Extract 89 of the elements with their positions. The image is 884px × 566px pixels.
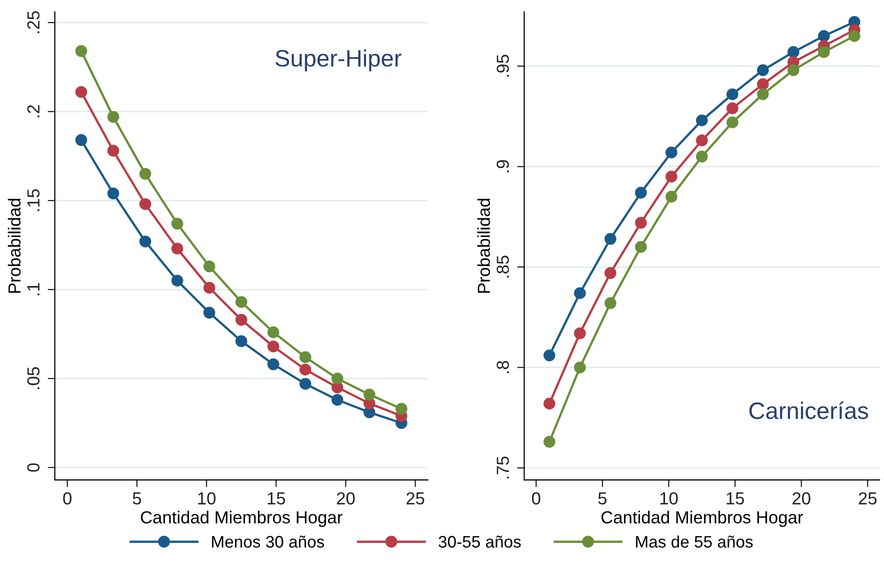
y-axis-title: Probabilidad [8,198,21,293]
point [726,116,738,128]
point [818,46,830,58]
point [75,45,88,57]
y-tick-label: .95 [496,54,509,77]
legend-label: Mas de 55 años [636,535,753,548]
y-axis-title: Probabilidad [477,198,490,293]
point [574,287,586,300]
point [267,358,280,370]
point [267,340,280,352]
point [75,86,88,98]
point [756,88,769,100]
point [665,190,678,203]
point [604,297,616,310]
point [544,350,556,362]
point [848,30,860,42]
point [604,232,616,245]
x-tick-label: 10 [198,492,216,505]
point [171,242,184,254]
point [235,335,248,348]
legend-label: Menos 30 años [212,536,324,548]
x-tick-label: 20 [336,492,355,505]
x-axis-title: Cantidad Miembros Hogar [601,510,803,527]
y-tick-label: .05 [27,367,40,389]
point [726,88,738,100]
point [75,134,88,146]
point [203,260,216,272]
point [544,436,556,448]
x-tick-label: 5 [132,492,142,505]
annotation: Carnicerías [749,402,868,420]
point [331,394,344,406]
point [171,274,184,287]
point [696,114,708,126]
point [235,314,248,326]
point [696,150,708,162]
x-tick-label: 0 [532,492,540,505]
x-tick-label: 10 [660,492,678,505]
x-tick-label: 20 [792,492,810,505]
point [267,326,280,338]
y-tick-label: .2 [27,105,40,118]
point [299,364,312,376]
legend-label: 30-55 años [438,536,521,548]
point [726,102,738,114]
y-tick-label: .8 [496,360,509,374]
point [299,378,312,390]
point [787,46,800,58]
y-tick-label: .25 [27,11,40,34]
point [235,296,248,308]
x-tick-label: 15 [726,492,744,505]
point [171,218,184,230]
point [574,362,586,374]
point [299,351,312,364]
point [544,398,556,410]
y-tick-label: .1 [27,283,40,296]
point [107,188,120,200]
point [139,168,152,180]
y-tick-label: 0 [27,463,40,472]
point [756,64,769,76]
x-tick-label: 0 [63,492,72,505]
point [604,267,616,279]
point [107,144,120,157]
point [696,134,708,146]
y-tick-label: .15 [27,189,40,212]
point [574,327,586,340]
point [634,186,647,199]
point [107,110,120,123]
point [756,78,769,90]
y-tick-label: .85 [496,256,509,278]
x-tick-label: 5 [598,492,607,505]
point [665,170,678,183]
point [363,388,376,400]
point [818,30,830,42]
point [139,198,152,210]
x-axis-title: Cantidad Miembros Hogar [140,510,342,527]
x-tick-label: 25 [858,492,877,505]
point [787,64,800,76]
point [634,241,647,253]
x-tick-label: 25 [406,492,424,505]
point [203,306,216,319]
point [203,282,216,294]
x-tick-label: 15 [268,492,286,505]
point [396,402,408,415]
point [331,372,344,384]
annotation: Super-Hiper [276,49,402,72]
point [139,236,152,248]
point [665,146,678,158]
point [634,216,647,229]
y-tick-label: .75 [496,456,509,478]
y-tick-label: .9 [496,160,509,172]
